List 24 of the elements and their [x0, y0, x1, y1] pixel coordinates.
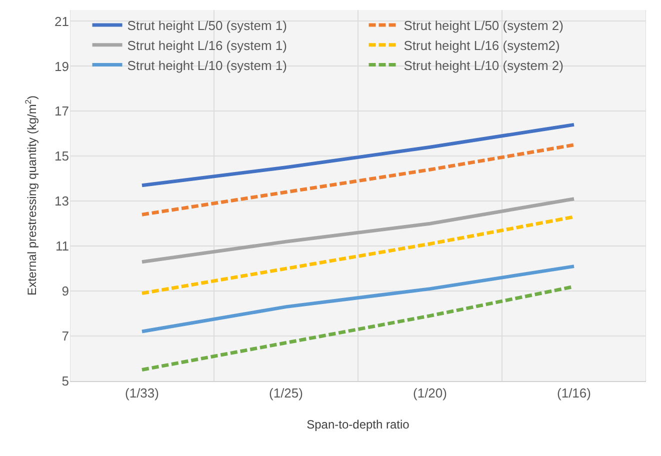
legend-label: Strut height L/10 (system 2)	[404, 58, 564, 73]
legend-label: Strut height L/16 (system2)	[404, 38, 560, 53]
y-tick-label: 19	[54, 58, 69, 74]
legend-label: Strut height L/16 (system 1)	[127, 38, 287, 53]
legend-label: Strut height L/50 (system 1)	[127, 18, 287, 34]
y-tick-label: 7	[62, 328, 69, 344]
y-tick-label: 21	[54, 14, 69, 29]
x-tick-label: (1/33)	[125, 386, 159, 401]
legend-label: Strut height L/10 (system 1)	[127, 58, 287, 73]
y-tick-label: 9	[62, 284, 69, 299]
line-series	[140, 143, 576, 216]
y-tick-label: 15	[54, 148, 69, 164]
y-tick-label: 13	[54, 194, 69, 209]
line-series	[140, 264, 576, 334]
y-tick-label: 17	[54, 104, 69, 119]
x-tick-label: (1/20)	[413, 386, 447, 401]
x-tick-label: (1/25)	[269, 386, 303, 401]
line-series	[140, 122, 576, 188]
x-tick-label: (1/16)	[557, 386, 591, 401]
y-tick-label: 5	[62, 374, 69, 389]
y-tick-label: 11	[56, 238, 69, 254]
legend-label: Strut height L/50 (system 2)	[404, 18, 564, 34]
line-series	[140, 197, 576, 264]
x-axis-title: Span-to-depth ratio	[306, 418, 410, 432]
